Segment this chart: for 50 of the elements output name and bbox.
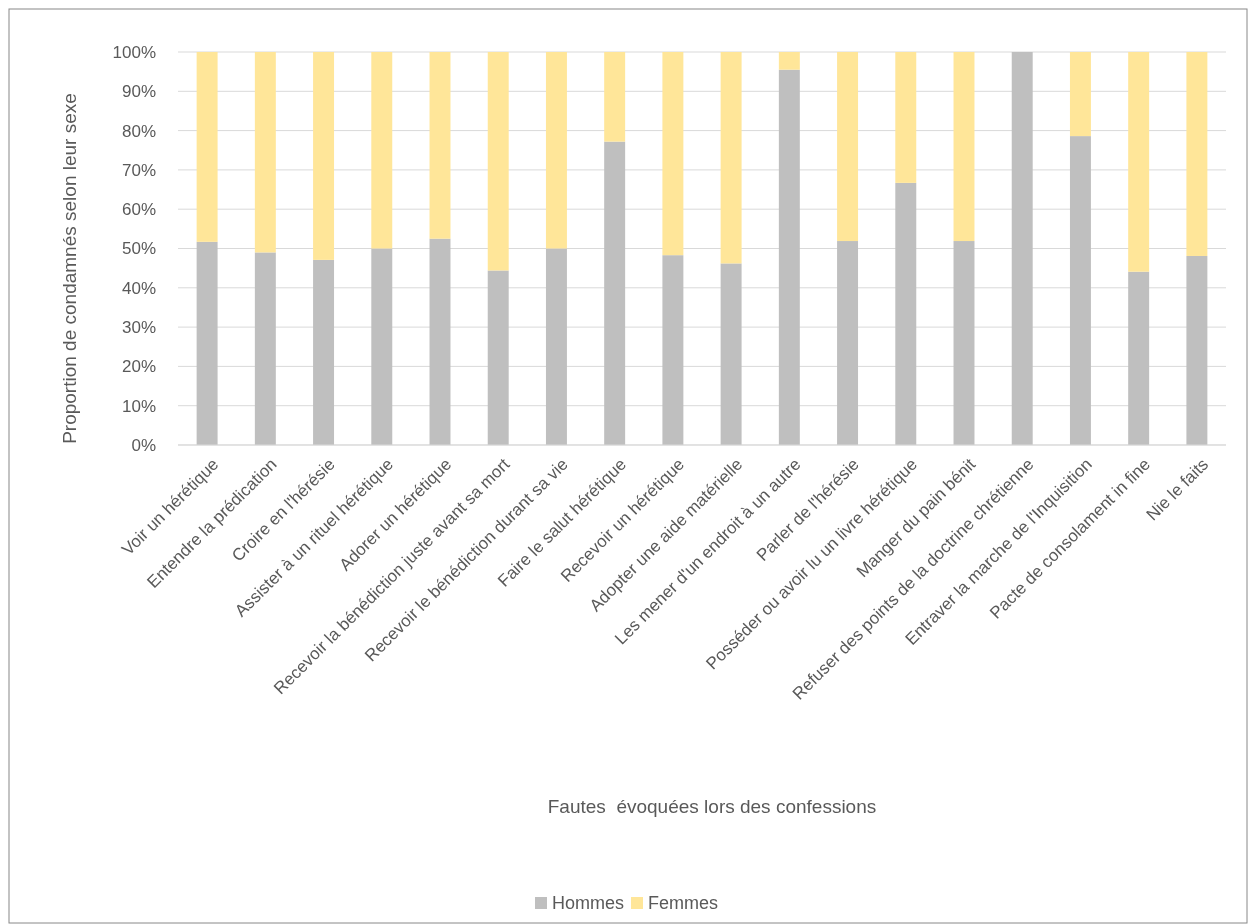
bar [604, 52, 626, 142]
bar [953, 52, 975, 242]
y-tick-label: 10% [121, 396, 156, 416]
y-tick-label: 50% [121, 239, 156, 259]
bar [1128, 52, 1150, 272]
bar [778, 52, 800, 70]
bar [720, 263, 742, 445]
bar [1128, 271, 1150, 445]
bar [1186, 255, 1208, 445]
bar [662, 52, 684, 256]
bar [313, 259, 335, 445]
bar [429, 52, 451, 239]
y-tick-label: 30% [121, 318, 156, 338]
y-tick-label: 80% [121, 121, 156, 141]
bar [371, 248, 393, 445]
bar [487, 52, 509, 271]
bar [1069, 52, 1091, 137]
bar [196, 241, 218, 445]
y-tick-label: 0% [131, 435, 156, 455]
bar [604, 141, 626, 445]
y-tick-label: 40% [121, 278, 156, 298]
y-tick-label: 60% [121, 200, 156, 220]
y-tick-label: 90% [121, 82, 156, 102]
bar [953, 241, 975, 445]
bar [778, 69, 800, 445]
legend-label: Femmes [648, 893, 719, 914]
bar [487, 270, 509, 445]
bar [429, 238, 451, 445]
y-axis-title: Proportion de condamnés selon leur sexe [59, 93, 80, 444]
y-tick-label: 100% [112, 42, 156, 62]
bar [545, 52, 567, 249]
x-axis-title: Fautes évoquées lors des confessions [547, 796, 877, 817]
legend-label: Hommes [552, 893, 625, 914]
bar [1069, 136, 1091, 445]
bar [837, 241, 859, 445]
y-tick-label: 20% [121, 357, 156, 377]
y-tick-label: 70% [121, 160, 156, 180]
bar [196, 52, 218, 242]
bar [662, 255, 684, 445]
bar [1186, 52, 1208, 256]
bar [545, 248, 567, 445]
bar [254, 252, 276, 445]
bar [837, 52, 859, 242]
bar [254, 52, 276, 253]
bar [1011, 52, 1033, 445]
bar [895, 182, 917, 445]
bar [895, 52, 917, 183]
bar [720, 52, 742, 264]
bar [371, 52, 393, 249]
bar [313, 52, 335, 260]
